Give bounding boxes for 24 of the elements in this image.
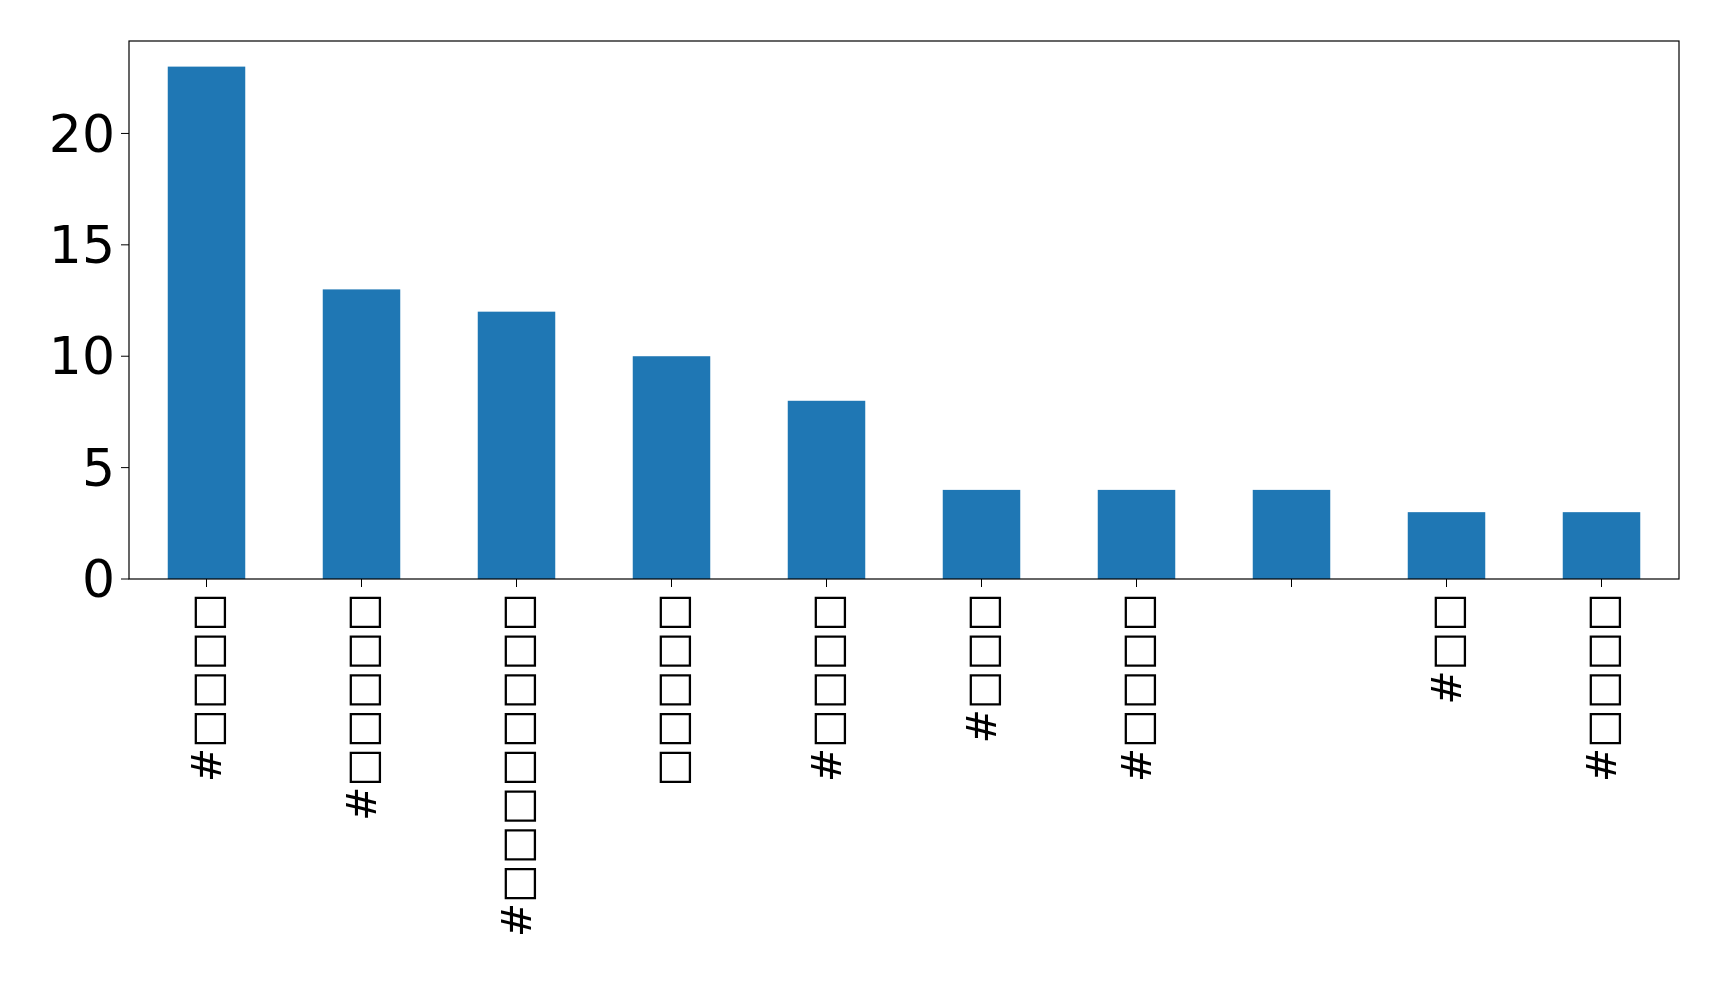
x-tick-label: #□□□□ bbox=[1577, 593, 1626, 783]
bar bbox=[1097, 489, 1176, 579]
x-tick-label: #□□□□ bbox=[1112, 593, 1161, 783]
y-tick-label: 0 bbox=[81, 549, 115, 610]
x-tick-label: □□□□□ bbox=[647, 593, 696, 787]
bar bbox=[1407, 512, 1486, 579]
bar bbox=[942, 489, 1021, 579]
x-tick-label: #□□□□ bbox=[802, 593, 851, 783]
x-tick-label: #□□□ bbox=[957, 593, 1006, 744]
y-tick-label: 15 bbox=[48, 215, 115, 276]
bar bbox=[632, 356, 711, 579]
x-tick-label: #□□□□□□□□ bbox=[492, 593, 541, 938]
y-tick-label: 5 bbox=[81, 437, 115, 498]
bar bbox=[787, 400, 866, 579]
bar bbox=[1252, 489, 1331, 579]
x-tick-label: #□□□□□ bbox=[337, 593, 386, 822]
y-tick-label: 20 bbox=[48, 103, 115, 164]
x-tick-label: #□□ bbox=[1422, 593, 1471, 705]
x-tick-label: #□□□□ bbox=[182, 593, 231, 783]
bar bbox=[1562, 512, 1641, 579]
bar bbox=[322, 289, 401, 579]
bar bbox=[167, 66, 246, 579]
y-tick-label: 10 bbox=[48, 326, 115, 387]
bar bbox=[477, 311, 556, 579]
